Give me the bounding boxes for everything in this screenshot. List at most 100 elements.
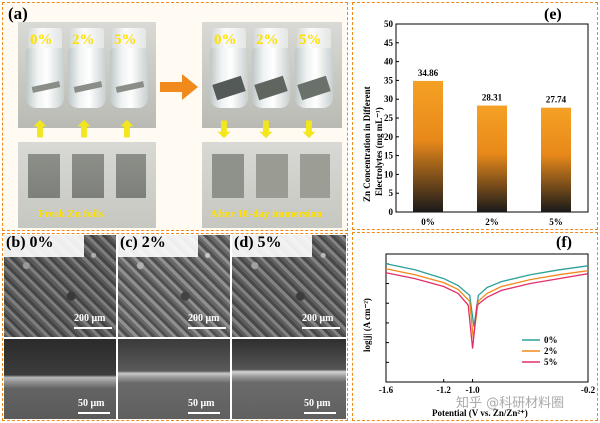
scale-bar [188, 327, 226, 329]
panel-e [352, 2, 598, 230]
vial [210, 48, 248, 108]
legend-label: 5% [544, 357, 558, 367]
scale-label: 50 μm [78, 398, 105, 409]
tafel-legend: 0%2%5% [522, 335, 558, 367]
arrow-up-icon: ⬆ [117, 117, 137, 142]
arrow-down-icon: ⬇ [299, 117, 319, 142]
panel-sem [2, 233, 348, 421]
panel-e-label: (e) [544, 6, 562, 23]
panel-f [352, 232, 598, 421]
photo-immersed-foils: After 10-day immersion [202, 142, 342, 228]
pct-label: 0% [30, 32, 53, 48]
tafel-axes: -1.6 -1.2 -1.0 -0.2 [379, 253, 596, 395]
photo-fresh-foils: Fresh Zn foils [18, 142, 156, 228]
bar-data-label: 34.86 [418, 68, 439, 78]
panel-d-label: (d) 5% [234, 234, 282, 251]
bar [477, 105, 507, 212]
bar [413, 80, 443, 213]
vial-cap [254, 28, 288, 50]
vial [295, 48, 333, 108]
scale-label: 50 μm [188, 398, 215, 409]
x-tick-label: -0.2 [581, 385, 596, 395]
x-tick-label: -1.6 [379, 385, 394, 395]
pct-label: 5% [299, 32, 322, 48]
bar [541, 107, 571, 212]
scale-label: 50 μm [304, 398, 331, 409]
x-tick-label: 2% [485, 217, 499, 227]
vial-cap [212, 28, 246, 50]
y-tick-label: 0 [389, 207, 394, 217]
arrow-up-icon: ⬆ [74, 117, 94, 142]
y-tick-label: 15 [384, 151, 394, 161]
panel-c-label: (c) 2% [120, 234, 166, 251]
vial [26, 48, 64, 108]
arrow-down-icon: ⬇ [214, 117, 234, 142]
series-line-5% [385, 272, 589, 349]
sem-cross-section-5 [232, 339, 346, 419]
y-tick-label: 40 [384, 57, 394, 67]
arrow-right-icon [160, 74, 198, 100]
vial-cap [28, 28, 62, 50]
zn-foil [116, 154, 146, 198]
pct-label: 2% [256, 32, 279, 48]
series-line-0% [385, 263, 589, 327]
tafel-ylabel: log|j| (A cm⁻²) [362, 298, 372, 352]
tafel-chart: -1.6 -1.2 -1.0 -0.2 0%2%5% log|j| (A cm⁻²) … [362, 253, 596, 418]
y-tick-label: 35 [384, 75, 394, 85]
y-tick-label: 5 [389, 188, 394, 198]
x-tick-label: -1.2 [437, 385, 452, 395]
zn-foil [72, 154, 104, 198]
photo-after-vials: 0% 2% 5% [202, 22, 342, 128]
plot-frame [385, 253, 589, 383]
bar-data-label: 27.74 [546, 95, 567, 105]
vial [68, 48, 106, 108]
sem-label-bg [4, 235, 84, 257]
tafel-xlabel: Potential (V vs. Zn/Zn²⁺) [432, 408, 528, 418]
scale-label: 200 μm [74, 313, 106, 324]
bar-data-label: 28.31 [482, 93, 503, 103]
legend-label: 2% [544, 346, 558, 356]
scale-bar [188, 412, 220, 414]
scale-bar [74, 327, 112, 329]
zn-foil [212, 154, 244, 198]
x-tick-label: 5% [549, 217, 563, 227]
vial-cap [297, 28, 331, 50]
pct-label: 0% [214, 32, 237, 48]
bar-ylabel: Electrolytes (mg mL⁻¹) [374, 107, 384, 196]
caption-after: After 10-day immersion [210, 208, 323, 220]
y-tick-label: 25 [384, 113, 394, 123]
panel-b-label: (b) 0% [6, 234, 54, 251]
arrow-down-icon: ⬇ [256, 117, 276, 142]
pct-label: 2% [72, 32, 95, 48]
bar-chart: 0 5 10 15 20 25 30 35 40 45 50 34.86 0% 28.31 2% 27.74… [362, 19, 589, 227]
legend-label: 0% [544, 335, 558, 345]
y-tick-label: 45 [384, 38, 394, 48]
zn-foil [300, 154, 330, 198]
scale-label: 200 μm [188, 313, 220, 324]
scale-label: 200 μm [302, 313, 334, 324]
y-tick-label: 50 [384, 19, 394, 29]
y-tick-label: 20 [384, 132, 394, 142]
bar-ylabel: Zn Concentration in Different [362, 86, 372, 202]
vial [110, 48, 148, 108]
scale-bar [302, 327, 340, 329]
sem-cross-section-2 [118, 339, 230, 419]
tafel-series [385, 263, 589, 349]
x-tick-label: 0% [421, 217, 435, 227]
photo-before-vials: 0% 2% 5% [18, 22, 156, 128]
caption-fresh: Fresh Zn foils [38, 208, 104, 220]
vial-cap [112, 28, 146, 50]
zn-foil [256, 154, 288, 198]
scale-bar [304, 412, 336, 414]
zn-foil [28, 154, 60, 198]
panel-f-label: (f) [556, 234, 572, 251]
scale-bar [78, 412, 110, 414]
panel-a-label: (a) [8, 4, 28, 23]
pct-label: 5% [114, 32, 137, 48]
sem-label-bg [232, 235, 312, 257]
y-tick-label: 10 [384, 169, 394, 179]
sem-label-bg [118, 235, 198, 257]
vial-cap [70, 28, 104, 50]
arrow-up-icon: ⬆ [30, 117, 50, 142]
vial [252, 48, 290, 108]
